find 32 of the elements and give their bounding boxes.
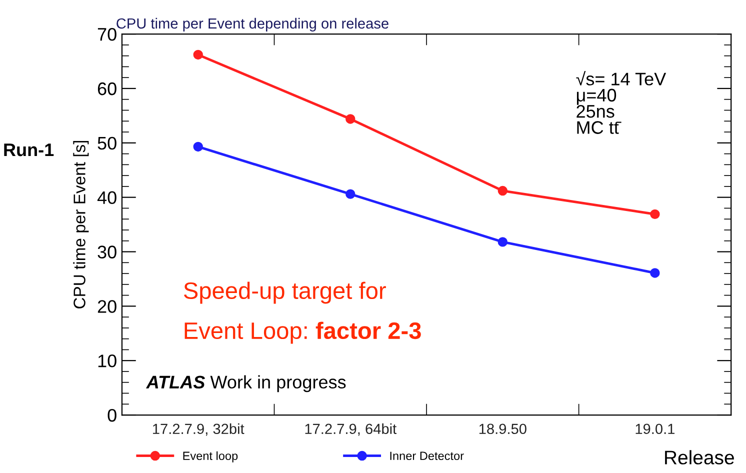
- chart-title: CPU time per Event depending on release: [116, 18, 388, 32]
- point: [193, 142, 203, 152]
- y-tick-label: 10: [98, 354, 116, 368]
- x-tick-label: 18.9.50: [479, 424, 526, 434]
- legend-label: Inner Detector: [390, 452, 464, 460]
- point: [346, 189, 356, 199]
- text: Run-1: [4, 144, 54, 156]
- y-tick-label: 30: [98, 246, 116, 258]
- point: [498, 186, 508, 196]
- x-tick-label: 17.2.7.9, 64bit: [305, 423, 396, 436]
- annotation: Speed-up target for: [184, 282, 386, 304]
- y-tick-label: 60: [98, 82, 116, 96]
- point: [498, 237, 508, 247]
- annotation: factor 2-3: [316, 322, 421, 340]
- annotation: Work in progress: [210, 375, 346, 392]
- y-tick-label: 70: [98, 28, 116, 41]
- y-tick-label: 0: [108, 408, 116, 422]
- y-tick-label: 20: [98, 300, 116, 313]
- legend-label: Event loop: [183, 451, 238, 462]
- annotation: Event Loop:: [184, 322, 307, 344]
- x-axis-title: Release: [665, 450, 734, 464]
- x-tick-label: 17.2.7.9, 32bit: [153, 423, 244, 436]
- y-tick-label: 40: [97, 191, 116, 204]
- annotation: √s= 14 TeV μ=40 25ns MC tt̄: [576, 70, 666, 134]
- y-tick-label: 50: [98, 136, 116, 150]
- point: [193, 50, 203, 60]
- point: [650, 268, 660, 278]
- point: [650, 209, 660, 220]
- y-axis-title: CPU time per Event [s]: [73, 140, 89, 308]
- annotation: ATLAS: [146, 376, 205, 389]
- x-tick-label: 19.0.1: [636, 424, 675, 434]
- point: [346, 114, 356, 124]
